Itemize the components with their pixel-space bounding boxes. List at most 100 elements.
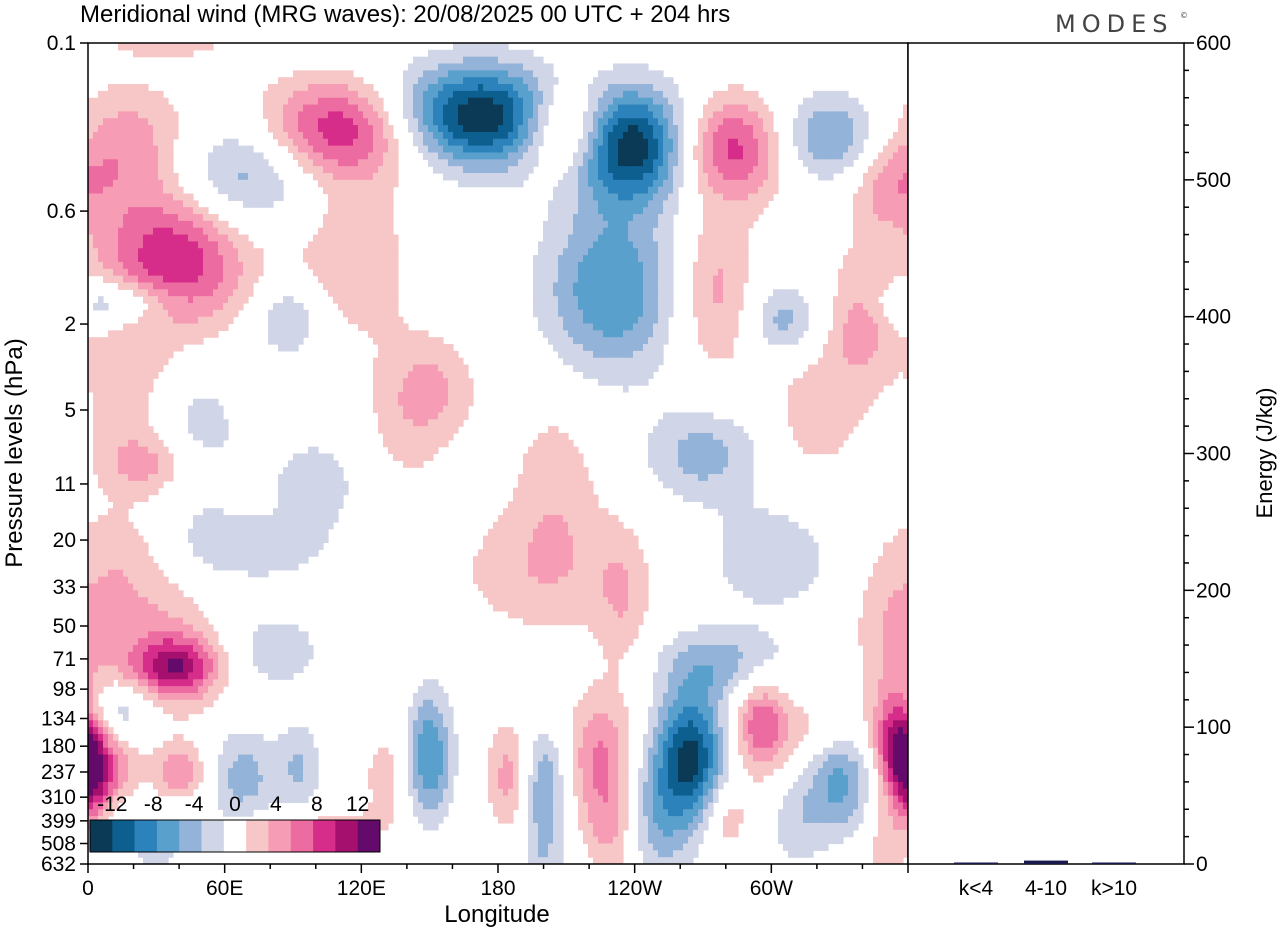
heatmap-cell (793, 337, 799, 345)
heatmap-cell (423, 330, 429, 338)
heatmap-cell (103, 344, 109, 352)
heatmap-cell (393, 172, 399, 181)
heatmap-cell (248, 152, 254, 160)
heatmap-cell (268, 179, 274, 188)
heatmap-cell (578, 255, 584, 263)
heatmap-cell (443, 159, 449, 167)
heatmap-cell (183, 330, 189, 338)
heatmap-cell (678, 104, 684, 113)
heatmap-cell (173, 172, 179, 181)
heatmap-cell (618, 302, 624, 311)
heatmap-cell (623, 172, 629, 181)
heatmap-cell (898, 227, 904, 236)
heatmap-cell (898, 357, 904, 366)
heatmap-cell (213, 405, 219, 414)
heatmap-cell (213, 412, 219, 420)
heatmap-cell (138, 289, 144, 297)
heatmap-cell (368, 200, 374, 208)
heatmap-cell (873, 241, 879, 249)
heatmap-cell (413, 56, 419, 65)
heatmap-cell (338, 302, 344, 311)
heatmap-cell (558, 255, 564, 263)
heatmap-cell (358, 131, 364, 140)
heatmap-cell (133, 111, 139, 119)
heatmap-cell (113, 118, 119, 126)
heatmap-cell (613, 207, 619, 215)
heatmap-cell (383, 364, 389, 372)
heatmap-cell (413, 125, 419, 133)
heatmap-cell (468, 70, 474, 78)
heatmap-cell (778, 316, 784, 325)
heatmap-cell (238, 172, 244, 181)
heatmap-cell (313, 172, 319, 181)
heatmap-cell (318, 255, 324, 263)
heatmap-cell (623, 77, 629, 85)
heatmap-cell (463, 166, 469, 174)
heatmap-cell (213, 179, 219, 188)
heatmap-cell (763, 138, 769, 147)
heatmap-cell (113, 398, 119, 407)
heatmap-cell (588, 323, 594, 331)
heatmap-cell (588, 207, 594, 215)
heatmap-cell (853, 118, 859, 126)
heatmap-cell (903, 125, 908, 133)
heatmap-cell (158, 323, 164, 331)
heatmap-cell (498, 70, 504, 78)
heatmap-cell (253, 200, 259, 208)
heatmap-cell (353, 138, 359, 147)
heatmap-cell (143, 227, 149, 236)
heatmap-cell (263, 193, 269, 201)
heatmap-cell (578, 289, 584, 297)
heatmap-cell (613, 302, 619, 311)
heatmap-cell (588, 172, 594, 181)
heatmap-cell (258, 248, 264, 256)
heatmap-cell (363, 282, 369, 290)
heatmap-cell (118, 385, 124, 393)
heatmap-cell (438, 104, 444, 113)
heatmap-cell (233, 152, 239, 160)
heatmap-cell (143, 426, 149, 434)
heatmap-cell (853, 350, 859, 359)
heatmap-cell (473, 179, 479, 188)
heatmap-cell (838, 398, 844, 407)
heatmap-cell (638, 179, 644, 188)
heatmap-cell (313, 261, 319, 270)
heatmap-cell (618, 248, 624, 256)
heatmap-cell (448, 97, 454, 106)
heatmap-cell (633, 166, 639, 174)
heatmap-cell (833, 316, 839, 325)
heatmap-cell (428, 344, 434, 352)
heatmap-cell (903, 186, 908, 195)
heatmap-cell (643, 261, 649, 270)
heatmap-cell (353, 309, 359, 318)
heatmap-cell (228, 145, 234, 154)
heatmap-cell (123, 261, 129, 270)
heatmap-cell (363, 186, 369, 195)
heatmap-cell (723, 241, 729, 249)
heatmap-cell (753, 179, 759, 188)
heatmap-cell (438, 371, 444, 379)
heatmap-cell (568, 357, 574, 366)
heatmap-cell (698, 412, 704, 420)
heatmap-cell (628, 90, 634, 99)
heatmap-cell (168, 145, 174, 154)
heatmap-cell (418, 97, 424, 106)
heatmap-cell (308, 145, 314, 154)
heatmap-cell (208, 234, 214, 243)
heatmap-cell (383, 125, 389, 133)
heatmap-cell (208, 152, 214, 160)
heatmap-cell (278, 138, 284, 147)
heatmap-cell (583, 159, 589, 167)
heatmap-cell (438, 138, 444, 147)
heatmap-cell (633, 193, 639, 201)
heatmap-cell (378, 186, 384, 195)
heatmap-cell (188, 337, 194, 345)
heatmap-cell (593, 234, 599, 243)
heatmap-cell (103, 378, 109, 386)
heatmap-cell (743, 97, 749, 106)
heatmap-cell (848, 268, 854, 277)
heatmap-cell (128, 255, 134, 263)
heatmap-cell (728, 166, 734, 174)
heatmap-cell (123, 138, 129, 147)
heatmap-cell (478, 70, 484, 78)
